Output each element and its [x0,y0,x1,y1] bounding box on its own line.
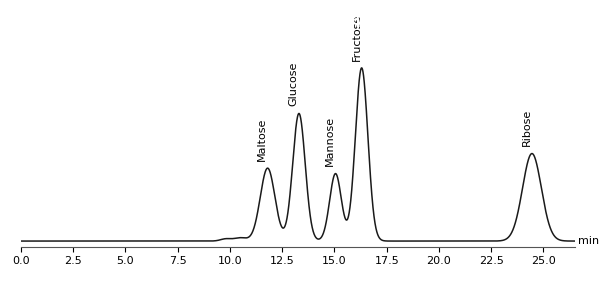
Text: min: min [578,236,599,246]
Text: Mannose: Mannose [325,116,335,166]
Text: Glucose: Glucose [289,62,299,106]
Text: Fructose: Fructose [352,13,361,61]
Text: Maltose: Maltose [257,117,268,161]
Text: Sugar Separation by Ligand Exchange Chromatography: Sugar Separation by Ligand Exchange Chro… [7,15,484,30]
Text: Ribose: Ribose [522,109,532,146]
